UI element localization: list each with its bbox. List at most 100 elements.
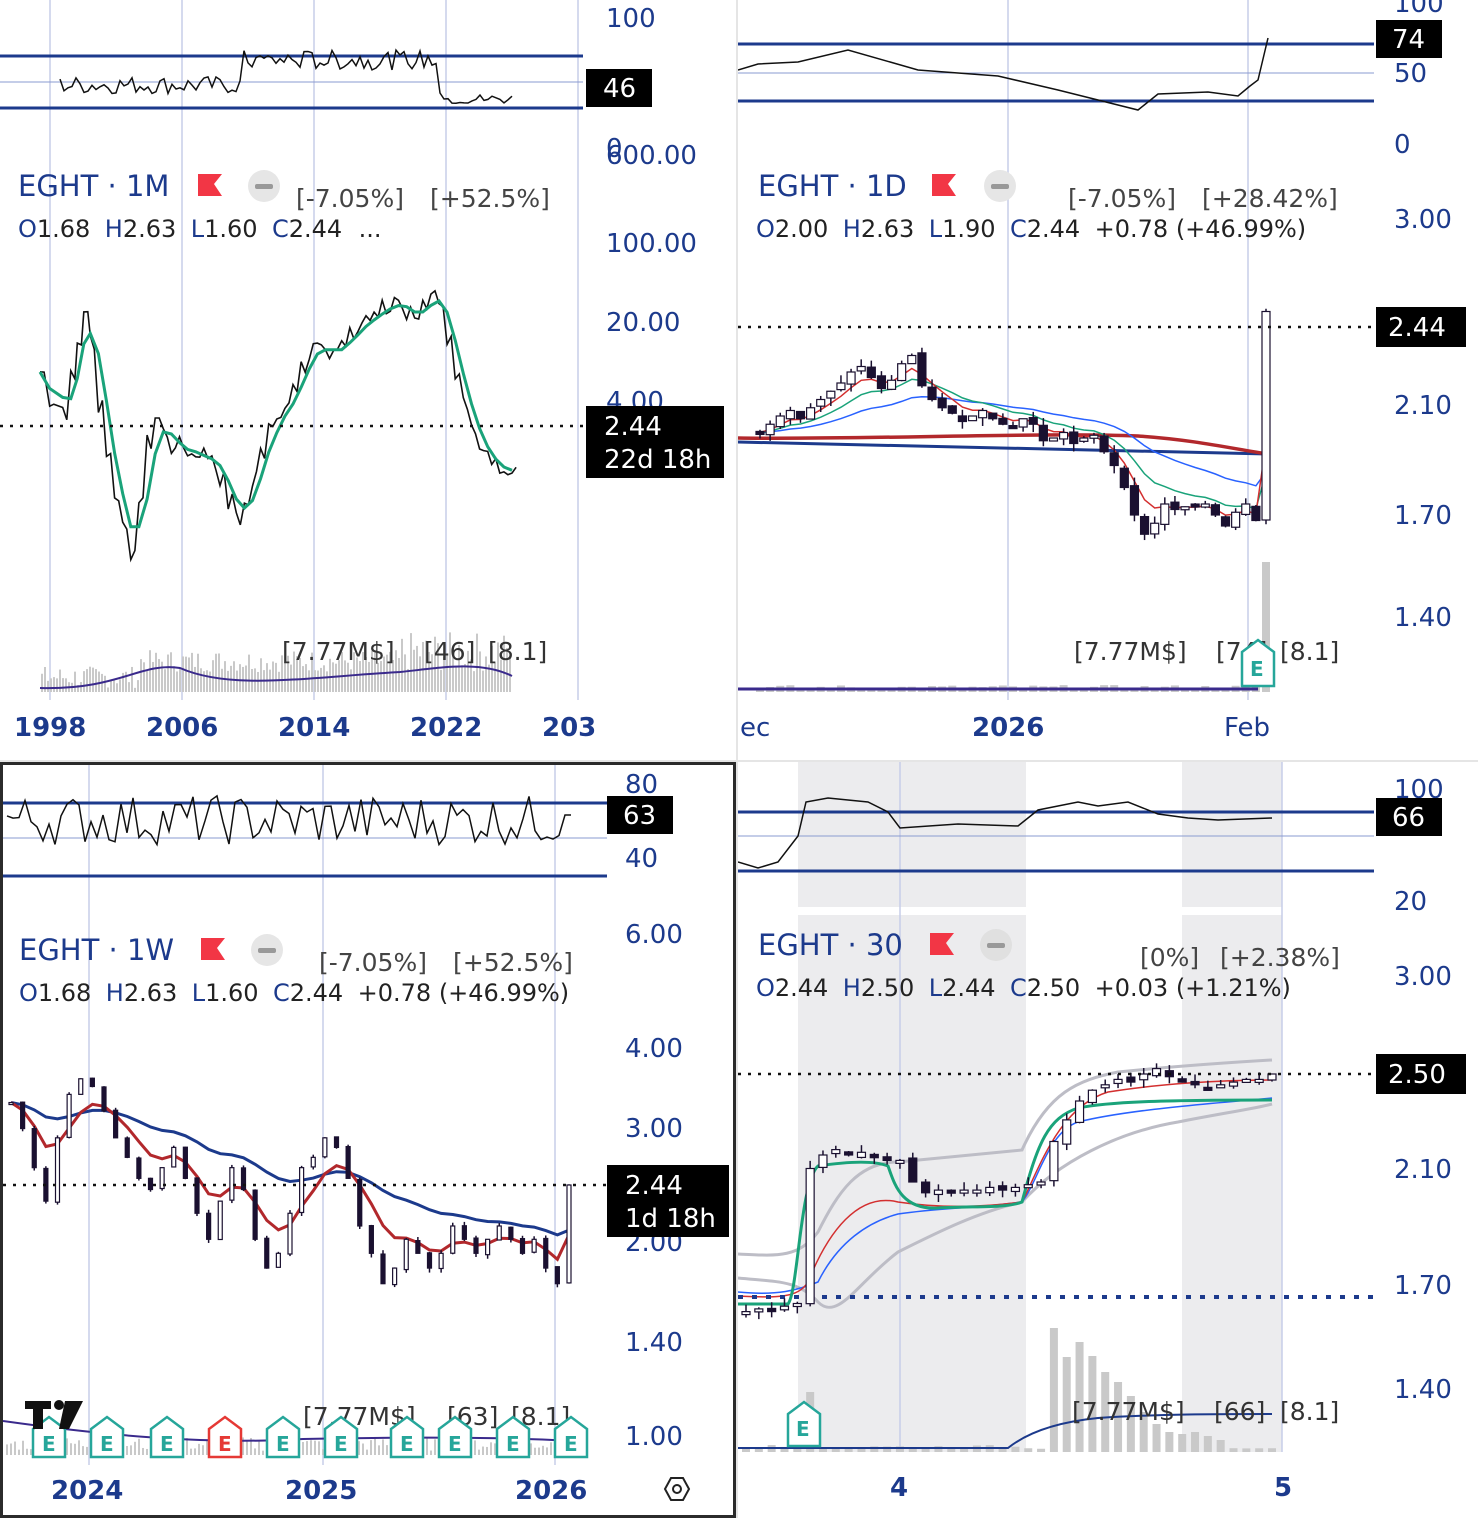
rsi-tick: 40 [625, 844, 658, 874]
x-tick: 2026 [515, 1476, 587, 1506]
candle-body [1220, 516, 1231, 527]
chart-panel-weekly[interactable]: 80 40 63 EGHT · 1W [-7.05%] [+52.5%] O1.… [0, 762, 736, 1518]
candle-body [1139, 516, 1150, 535]
flag-icon[interactable] [201, 938, 225, 960]
earnings-marker[interactable]: E [1240, 638, 1276, 688]
candle-body [1170, 501, 1180, 511]
volume-bar [1203, 1436, 1212, 1452]
interval: 1M [126, 169, 169, 203]
candle-body [136, 1157, 142, 1179]
volume-bar [1221, 689, 1230, 692]
rsi-line [738, 37, 1269, 111]
candle-body [882, 1156, 892, 1161]
candle-body [844, 1151, 854, 1156]
candle-body [1010, 1186, 1021, 1193]
volume-ma-line [39, 665, 513, 690]
candle-body [908, 1157, 918, 1183]
ma-long-line [738, 440, 1269, 456]
last-price-badge [607, 1165, 729, 1237]
volume-bar [1181, 689, 1190, 692]
candle-body [1069, 431, 1079, 445]
ema-line [38, 299, 513, 529]
candle-body [380, 1253, 386, 1285]
earnings-marker [265, 1415, 301, 1459]
volume-bar [1049, 1328, 1058, 1452]
range-pct-low: [-7.05%] [319, 948, 427, 977]
volume-bar [1262, 562, 1270, 692]
candle-body [1241, 503, 1251, 516]
candle-body [368, 1225, 374, 1254]
symbol: EGHT [18, 169, 99, 203]
rsi-tick: 100 [1394, 0, 1444, 19]
candle-body [1190, 503, 1200, 508]
symbol-label[interactable]: EGHT · 1M [18, 169, 169, 203]
tradingview-logo[interactable] [25, 1400, 83, 1429]
candle-body [275, 1252, 281, 1268]
candle-body [264, 1237, 270, 1269]
candle-body [988, 412, 998, 420]
volume-bar [780, 1446, 789, 1452]
candle-body [66, 1093, 72, 1139]
candle-body [985, 1186, 995, 1194]
price-tick: 2.10 [1394, 391, 1452, 421]
flag-icon[interactable] [932, 174, 956, 196]
svg-text:E: E [796, 1417, 810, 1441]
candle-body [998, 417, 1008, 425]
range-pct-low: [-7.05%] [296, 184, 404, 213]
volume-ratio: [8.1] [1280, 637, 1339, 666]
symbol-label[interactable]: EGHT · 30 [758, 928, 903, 962]
candle-body [1267, 1073, 1277, 1081]
earnings-marker-label: E [160, 1432, 174, 1456]
rsi-line [59, 48, 513, 104]
candle-body [519, 1238, 526, 1254]
chart-panel-daily[interactable]: 100 50 0 74 EGHT · 1D [-7.05%] [+28.42%]… [738, 0, 1478, 760]
rsi-tick: 80 [625, 770, 658, 800]
last-price: 2.44 [604, 412, 662, 442]
candle-body [206, 1212, 212, 1240]
volume-bar [1088, 1356, 1097, 1452]
candle-body [8, 1101, 14, 1106]
extended-hours-shade [798, 762, 1026, 1452]
volume-bar [1062, 1357, 1071, 1452]
candle-body [1048, 437, 1059, 442]
x-tick: 2014 [278, 713, 350, 743]
range-pct-high: [+2.38%] [1220, 943, 1340, 972]
rsi-tick: 100 [606, 4, 656, 34]
rsi-tick: 0 [1394, 130, 1411, 160]
interval: 1D [866, 169, 907, 203]
volume-bar [1126, 1396, 1135, 1452]
candle-body [1200, 503, 1210, 508]
earnings-marker[interactable]: E [786, 1400, 822, 1448]
price-tick: 3.00 [1394, 205, 1452, 235]
chart-panel-monthly[interactable]: 100 0 600.00 46 EGHT · 1M [-7.05%] [+52.… [0, 0, 736, 760]
chart-panel-30min[interactable]: 100 20 66 EGHT · 30 [0%] [+2.38%] O2.44 … [738, 762, 1478, 1518]
candle-body [531, 1238, 537, 1253]
flag-icon[interactable] [198, 174, 222, 196]
symbol-label[interactable]: EGHT · 1W [19, 933, 174, 967]
interval: 30 [866, 928, 903, 962]
symbol: EGHT [19, 933, 100, 967]
volume-rsi: [46] [424, 637, 475, 666]
candle-body [741, 1310, 751, 1316]
settings-icon[interactable] [663, 1477, 691, 1501]
price-tick: 20.00 [606, 308, 680, 338]
volume-bar [908, 1448, 917, 1452]
volume-bar [1255, 1448, 1264, 1452]
candle-body [299, 1167, 305, 1214]
flag-icon[interactable] [930, 933, 954, 955]
volume-bar [1229, 1448, 1238, 1452]
volume-bar [1075, 1342, 1084, 1452]
candle-body [897, 363, 907, 382]
volume-bar [1024, 1448, 1033, 1452]
candle-body [1008, 425, 1018, 430]
candle-body [310, 1156, 316, 1168]
volume-bar [1216, 1440, 1225, 1452]
volume-bar [1242, 1448, 1251, 1452]
volume-bar [818, 1448, 827, 1452]
candle-body [946, 1189, 956, 1194]
pane-separator [738, 907, 1478, 915]
candle-body [795, 410, 806, 420]
rsi-value-badge [1376, 20, 1442, 58]
volume-bar [1191, 1432, 1200, 1452]
symbol-label[interactable]: EGHT · 1D [758, 169, 907, 203]
